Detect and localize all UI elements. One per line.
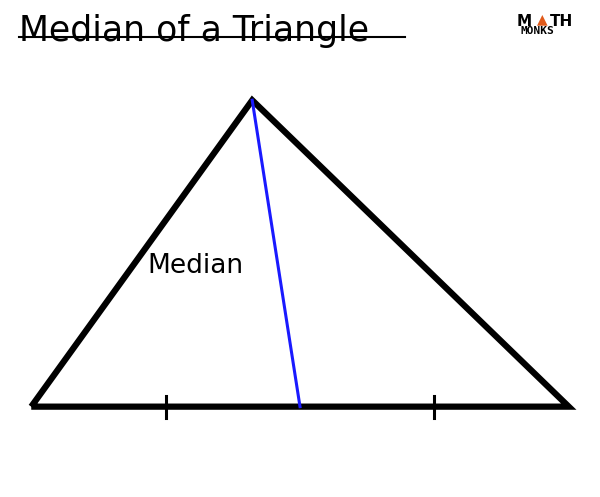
- Text: ▲: ▲: [537, 13, 548, 27]
- Text: Median: Median: [148, 253, 244, 279]
- Text: MONKS: MONKS: [520, 26, 554, 36]
- Text: Median of a Triangle: Median of a Triangle: [19, 14, 370, 48]
- Text: M: M: [516, 14, 532, 29]
- Text: TH: TH: [550, 14, 573, 29]
